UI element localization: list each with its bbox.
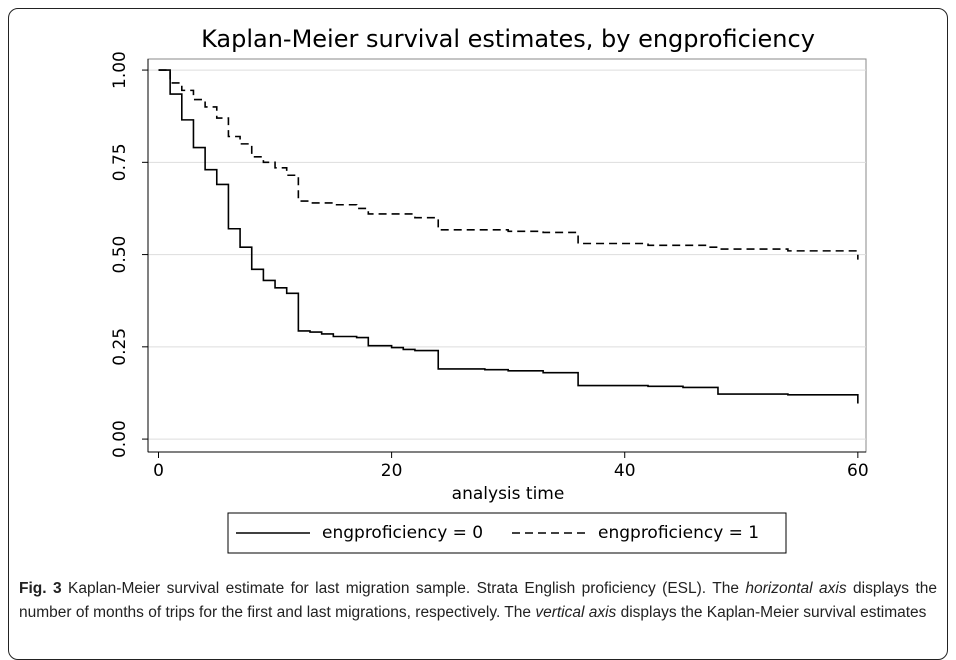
survival-curve — [158, 69, 859, 404]
caption-text: horizontal axis — [745, 580, 847, 597]
x-tick-label: 0 — [153, 461, 164, 481]
legend-label: engproficiency = 1 — [598, 523, 759, 543]
caption-label: Fig. 3 — [19, 580, 62, 597]
x-tick-label: 20 — [381, 461, 403, 481]
chart-title: Kaplan-Meier survival estimates, by engp… — [201, 25, 815, 53]
y-tick-label: 0.25 — [110, 328, 130, 366]
caption-text: Kaplan-Meier survival estimate for last … — [61, 580, 746, 597]
legend — [227, 512, 787, 554]
x-tick-label: 60 — [847, 461, 869, 481]
legend-label: engproficiency = 0 — [322, 523, 483, 543]
y-tick-label: 0.75 — [110, 143, 130, 181]
caption: Fig. 3 Kaplan-Meier survival estimate fo… — [19, 577, 937, 625]
x-axis-label: analysis time — [452, 484, 565, 504]
y-tick-label: 1.00 — [110, 51, 130, 89]
y-tick-label: 0.00 — [110, 420, 130, 458]
chart: Kaplan-Meier survival estimates, by engp… — [110, 25, 869, 554]
caption-text: displays the Kaplan-Meier survival estim… — [616, 604, 927, 621]
survival-curve — [158, 69, 859, 260]
caption-text: vertical axis — [535, 604, 617, 621]
x-tick-label: 40 — [614, 461, 636, 481]
y-tick-label: 0.50 — [110, 236, 130, 274]
caption-text: displays the number of months of trips f… — [19, 580, 937, 621]
plot-frame — [147, 58, 867, 453]
